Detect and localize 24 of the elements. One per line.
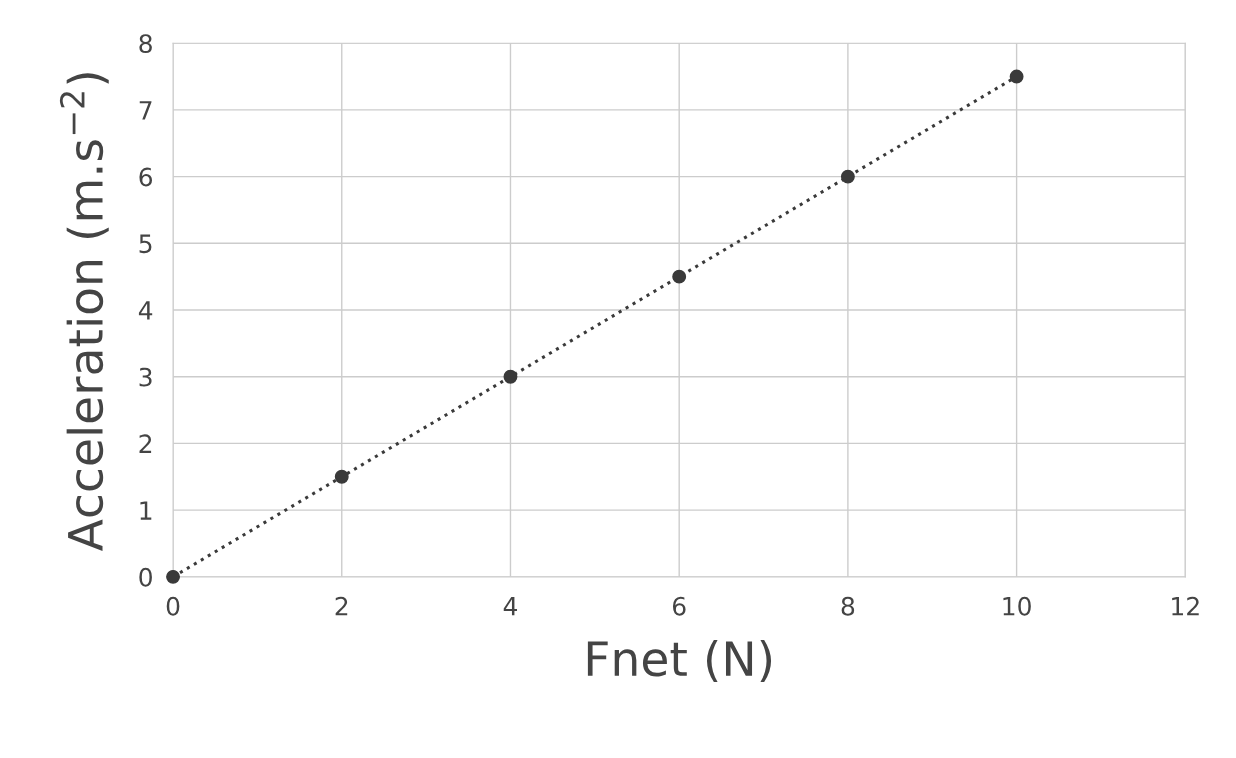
- point: [1009, 69, 1024, 84]
- y-tick-label: 2: [139, 434, 152, 453]
- y-tick-label: 7: [139, 101, 152, 120]
- y-tick-label: 4: [138, 301, 153, 320]
- x-tick-label: 8: [841, 596, 855, 616]
- point: [672, 269, 687, 284]
- x-tick-label: 0: [166, 596, 180, 616]
- y-axis-title: Acceleration (m.s$^{−2}$): [59, 73, 109, 551]
- y-tick-label: 8: [139, 34, 152, 54]
- y-tick-label: 6: [139, 167, 153, 187]
- point: [840, 169, 855, 184]
- x-tick-label: 4: [503, 597, 518, 616]
- point: [503, 369, 518, 384]
- point: [166, 569, 180, 584]
- x-tick-label: 6: [672, 596, 686, 616]
- y-tick-label: 0: [139, 567, 152, 587]
- x-tick-label: 10: [1003, 596, 1031, 616]
- point: [334, 469, 349, 484]
- y-tick-label: 5: [139, 234, 152, 254]
- x-tick-label: 2: [335, 596, 348, 616]
- x-axis-title: Fnet (N): [587, 639, 772, 683]
- y-tick-label: 3: [139, 367, 152, 387]
- x-tick-label: 12: [1172, 596, 1199, 616]
- y-tick-label: 1: [140, 501, 152, 520]
